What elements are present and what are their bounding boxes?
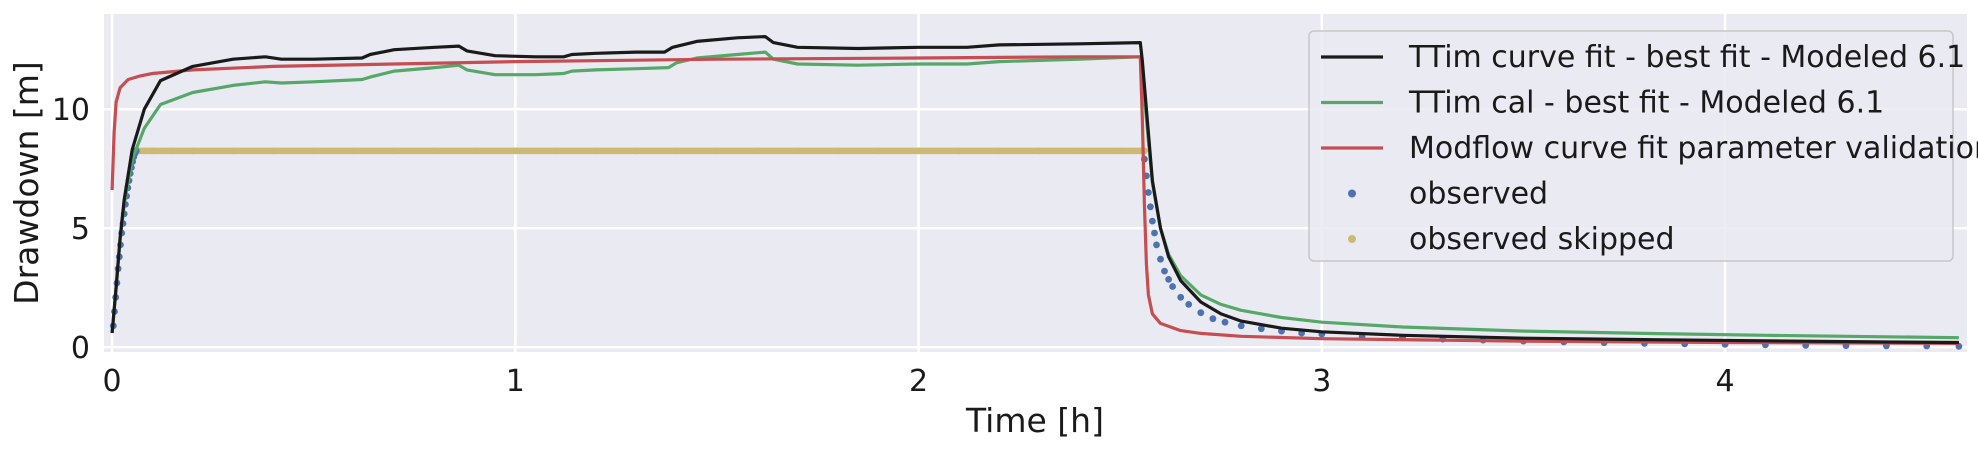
data-point	[1197, 309, 1205, 317]
data-point	[1151, 229, 1158, 237]
legend-box	[1308, 30, 1954, 262]
data-point	[1185, 301, 1193, 308]
legend-swatch	[1348, 189, 1356, 198]
data-point	[1237, 322, 1245, 330]
series-line	[110, 50, 1959, 340]
y-tick-labels: 0 5 10	[52, 93, 90, 366]
legend-entry: observed	[1409, 177, 1548, 212]
data-point	[1209, 315, 1217, 323]
y-tick-label: 0	[71, 331, 90, 366]
x-axis-label: Time [h]	[965, 401, 1104, 440]
legend-swatch	[1348, 235, 1356, 243]
data-point	[1147, 203, 1154, 211]
y-tick-label: 10	[52, 93, 90, 128]
legend-entry: TTim cal - best fit - Modeled 6.1	[1408, 86, 1884, 121]
data-point	[1169, 283, 1176, 290]
series-line	[110, 35, 1959, 345]
y-axis-label: Drawdown [m]	[7, 61, 46, 305]
x-tick-label: 2	[909, 364, 928, 399]
data-point	[1149, 217, 1156, 225]
data-point	[1221, 318, 1229, 326]
data-point	[1161, 267, 1168, 275]
data-point	[1257, 325, 1265, 333]
y-tick-label: 5	[71, 212, 90, 247]
x-tick-labels: 0 1 2 3 4	[103, 364, 1735, 399]
data-point	[1165, 276, 1172, 283]
data-point	[1153, 241, 1160, 249]
x-tick-label: 4	[1716, 364, 1735, 399]
legend-entry: TTim curve fit - best fit - Modeled 6.1	[1408, 40, 1965, 75]
data-point	[1157, 255, 1164, 263]
series-line	[110, 55, 1959, 345]
x-tick-label: 3	[1312, 364, 1331, 399]
x-tick-label: 0	[103, 364, 122, 399]
series-layer	[109, 35, 1963, 350]
legend: TTim curve fit - best fit - Modeled 6.1 T…	[1308, 30, 1978, 262]
data-point	[1145, 189, 1152, 196]
data-point	[1177, 293, 1185, 301]
legend-entry: observed skipped	[1409, 222, 1675, 257]
legend-entry: Modflow curve fit parameter validation	[1409, 131, 1978, 166]
x-tick-label: 1	[506, 364, 525, 399]
